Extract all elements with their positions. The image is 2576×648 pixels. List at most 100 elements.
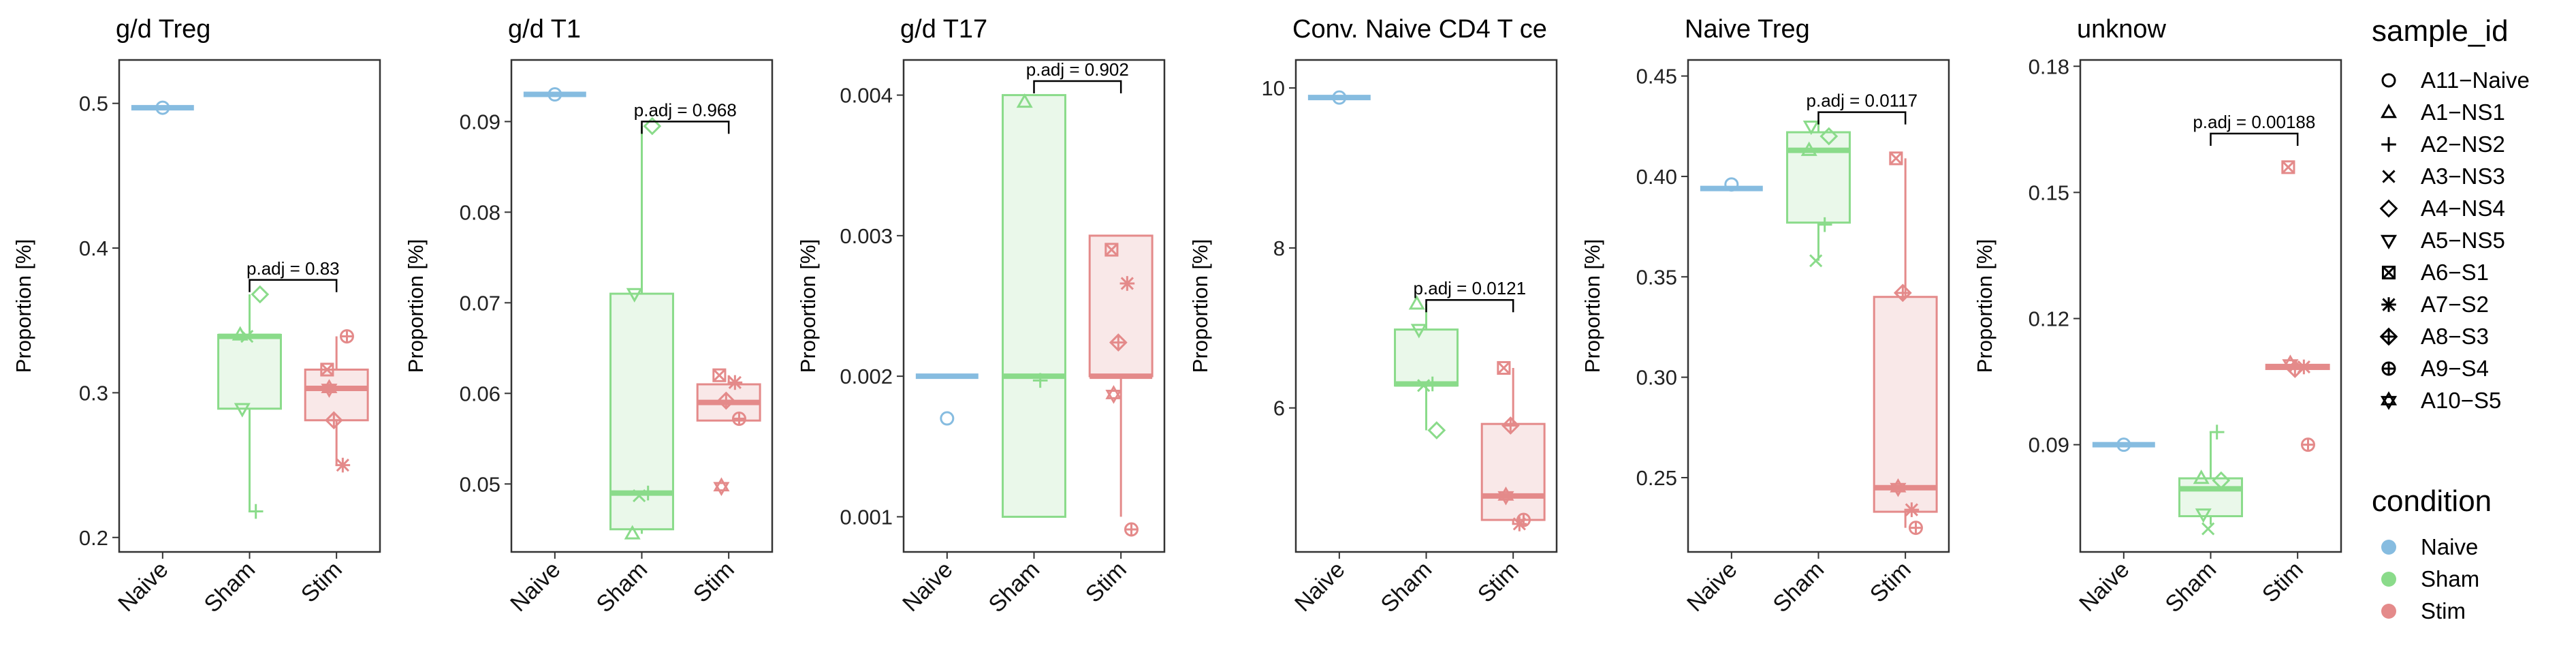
y-tick-label: 0.06	[460, 382, 500, 405]
x-tick-label: Stim	[1473, 557, 1524, 608]
significance-bracket	[1817, 111, 1907, 125]
legend-condition-swatch	[2381, 604, 2396, 619]
legend-condition-label: Sham	[2421, 566, 2479, 591]
y-tick-label: 0.3	[79, 381, 108, 405]
marker-part	[2212, 471, 2231, 490]
legend-sample-label: A11−Naive	[2421, 67, 2530, 93]
legend-sample-marker	[2381, 361, 2396, 376]
legend-sample-marker	[2380, 391, 2398, 410]
marker-part	[1016, 93, 1033, 108]
marker-part	[1104, 243, 1119, 257]
panel-title: Conv. Naive CD4 T ce	[1292, 15, 1547, 44]
data-point	[731, 412, 746, 427]
data-point	[2209, 425, 2225, 439]
panel-title: g/d T1	[508, 15, 581, 44]
box-rect	[1873, 296, 1938, 513]
data-point	[1516, 512, 1531, 527]
marker-part	[1800, 141, 1817, 156]
data-point	[633, 489, 646, 503]
y-tick-label: 0.2	[79, 526, 108, 550]
y-tick-label: 0.4	[79, 236, 108, 260]
y-tick-label: 6	[1273, 397, 1285, 420]
data-point	[1408, 295, 1425, 310]
legend-sample-label: A3−NS3	[2421, 164, 2505, 189]
legend-sample-item: A10−S5	[2380, 388, 2501, 413]
marker-part	[728, 375, 742, 389]
data-point	[1032, 373, 1048, 388]
bracket-line	[2210, 132, 2299, 146]
x-tick-label: Stim	[688, 557, 740, 608]
legend: sample_id A11−Naive A1−NS1 A2−NS2 A3−NS3 A4−…	[2372, 14, 2530, 623]
marker-part	[1408, 295, 1425, 310]
legend-condition-label: Stim	[2421, 598, 2466, 623]
marker-part	[321, 379, 338, 393]
marker-part	[234, 403, 251, 418]
marker-part	[643, 117, 662, 136]
panel-title: g/d T17	[900, 15, 987, 44]
box-rect	[609, 292, 674, 531]
legend-sample-marker	[2381, 265, 2396, 280]
x-tick-label: Sham	[591, 557, 652, 618]
box-sham	[1394, 304, 1459, 431]
legend-sample-label: A8−S3	[2421, 324, 2489, 349]
data-point	[1109, 333, 1128, 352]
legend-samples: A11−Naive A1−NS1 A2−NS2 A3−NS3 A4−NS4 A5−NS5 A…	[2379, 67, 2530, 413]
marker-part	[155, 100, 170, 115]
marker-part	[1890, 478, 1907, 493]
data-point	[2282, 354, 2299, 373]
y-tick-label: 0.25	[1636, 466, 1677, 490]
marker-part	[2381, 265, 2396, 280]
panel-content	[2092, 160, 2330, 536]
y-tick-label: 10	[1262, 76, 1285, 100]
data-point	[940, 411, 955, 426]
box-rect	[2178, 477, 2243, 518]
marker-part	[1120, 277, 1134, 290]
y-tick-label: 0.35	[1636, 265, 1677, 289]
y-tick-label: 0.15	[2029, 181, 2069, 204]
x-tick-label: Sham	[2160, 557, 2221, 618]
marker-part	[1905, 503, 1918, 516]
legend-condition-item: Sham	[2381, 566, 2479, 591]
x-tick-label: Sham	[983, 557, 1045, 618]
legend-sample-label: A6−S1	[2421, 260, 2489, 285]
data-point	[1105, 385, 1122, 404]
marker-part	[1332, 90, 1347, 105]
legend-sample-item: A6−S1	[2381, 260, 2489, 285]
x-tick-label: Naive	[897, 557, 957, 617]
facet-panels: g/d Treg Proportion [%] 0.2 0.3 0.4 0.5 p.adj …	[12, 15, 2342, 618]
y-tick-label: 0.004	[840, 84, 893, 108]
marker-part	[2379, 199, 2398, 218]
legend-sample-label: A1−NS1	[2421, 99, 2505, 125]
y-tick-label: 0.5	[79, 92, 108, 116]
box-rect	[304, 368, 369, 422]
box-stim	[1873, 158, 1938, 528]
marker-part	[712, 368, 727, 382]
x-tick-label: Naive	[505, 557, 565, 617]
data-point	[2212, 471, 2231, 490]
data-point	[547, 87, 562, 102]
data-point	[2201, 522, 2215, 536]
x-tick-label: Stim	[1865, 557, 1916, 608]
marker-part	[1497, 487, 1514, 501]
box-rect	[1786, 131, 1851, 224]
y-tick-label: 0.002	[840, 365, 893, 388]
facet-panel: g/d Treg Proportion [%] 0.2 0.3 0.4 0.5 p.adj …	[12, 15, 381, 618]
y-axis-label: Proportion [%]	[404, 239, 428, 373]
legend-condition-item: Naive	[2381, 534, 2478, 559]
data-point	[643, 117, 662, 136]
data-point	[1817, 217, 1832, 232]
panel-title: Naive Treg	[1685, 15, 1810, 44]
data-point	[324, 411, 343, 430]
data-point	[1497, 360, 1511, 375]
marker-part	[2281, 160, 2295, 174]
significance-bracket	[2210, 132, 2299, 146]
data-point	[713, 477, 730, 497]
y-tick-label: 0.05	[460, 472, 500, 496]
panel-title: unknow	[2077, 15, 2167, 44]
x-tick-label: Sham	[199, 557, 260, 618]
data-point	[234, 403, 251, 418]
legend-sample-item: A9−S4	[2381, 356, 2489, 381]
data-point	[624, 525, 641, 540]
data-point	[1889, 151, 1903, 166]
p-adj-label: p.adj = 0.00188	[2193, 112, 2315, 132]
